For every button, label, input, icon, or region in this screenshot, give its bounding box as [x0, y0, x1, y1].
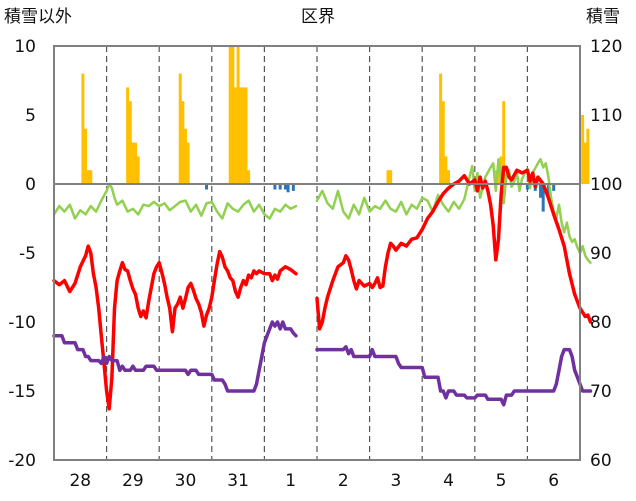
y-left-tick-label: -5: [19, 244, 36, 264]
snowfall-bar: [244, 87, 248, 184]
snowfall-bar: [128, 101, 132, 184]
negative-bar: [278, 184, 282, 190]
snowfall-bar: [228, 46, 232, 184]
negative-bar: [291, 184, 295, 191]
right-axis-ticks: 120 110 100 90 80 70 60: [590, 37, 622, 471]
snowfall-bar: [178, 73, 182, 184]
snowfall-bar: [441, 101, 445, 184]
snowfall-bar: [184, 128, 187, 184]
snowfall-bar: [231, 46, 235, 184]
snowfall-bar: [581, 115, 585, 184]
snowfall-bar: [89, 170, 93, 184]
snowfall-bar: [236, 46, 240, 184]
y-right-tick-label: 110: [590, 106, 622, 126]
negative-bar: [541, 184, 545, 212]
snowfall-bar: [444, 156, 448, 184]
grid-layer: [105, 46, 529, 460]
snowfall-bar: [81, 73, 85, 184]
snowfall-bar: [496, 170, 500, 184]
snowfall-bar: [241, 87, 245, 184]
series-line: [315, 165, 593, 331]
x-tick-label: 31: [227, 471, 249, 491]
negative-bar: [205, 184, 209, 190]
x-tick-label: 28: [69, 471, 91, 491]
y-left-tick-label: 10: [14, 37, 36, 57]
x-tick-label: 2: [338, 471, 349, 491]
snowfall-bar: [583, 142, 587, 184]
left-axis-ticks: 10 5 0 -5 -10 -15 -20: [8, 37, 36, 471]
x-tick-label: 30: [175, 471, 197, 491]
snowfall-bar: [447, 170, 450, 184]
negative-bar: [546, 184, 550, 198]
negative-bar: [525, 184, 529, 190]
y-right-tick-label: 100: [590, 175, 622, 195]
x-tick-label: 29: [122, 471, 144, 491]
x-axis-ticks: 28 29 30 31 1 2 3 4 5 6: [69, 471, 559, 491]
negative-bar: [286, 184, 290, 193]
y-right-axis-label: 積雪: [586, 7, 620, 27]
y-left-tick-label: 5: [25, 106, 36, 126]
y-right-tick-label: 70: [590, 382, 612, 402]
snowfall-bar: [439, 73, 443, 184]
snowfall-bar: [502, 101, 506, 184]
lines-layer: [52, 157, 593, 411]
series-line: [52, 320, 298, 393]
snowfall-bar: [84, 128, 88, 184]
snowfall-bar: [181, 101, 185, 184]
y-left-tick-label: -10: [8, 313, 36, 333]
negative-bar: [273, 184, 277, 190]
x-tick-label: 6: [548, 471, 559, 491]
negative-bar: [539, 184, 543, 198]
y-left-tick-label: -15: [8, 382, 36, 402]
x-tick-label: 3: [390, 471, 401, 491]
negative-bar: [283, 184, 287, 190]
chart-title: 区界: [301, 7, 335, 27]
series-line: [315, 345, 593, 407]
y-right-tick-label: 90: [590, 244, 612, 264]
x-tick-label: 4: [443, 471, 454, 491]
snowfall-bar: [136, 156, 140, 184]
x-tick-label: 1: [285, 471, 296, 491]
snowfall-bar: [389, 170, 393, 184]
snowfall-bar: [126, 87, 130, 184]
y-right-tick-label: 120: [590, 37, 622, 57]
snowfall-bar: [586, 128, 590, 184]
y-right-tick-label: 60: [590, 451, 612, 471]
snowfall-bar: [131, 142, 135, 184]
snowfall-bar: [239, 87, 243, 184]
y-left-tick-label: -20: [8, 451, 36, 471]
plot-frame: [53, 45, 581, 461]
y-left-tick-label: 0: [25, 175, 36, 195]
snowfall-bar: [386, 170, 390, 184]
snowfall-bar: [134, 142, 138, 184]
x-tick-label: 5: [496, 471, 507, 491]
bars-layer: [81, 46, 590, 212]
snowfall-bar: [233, 87, 237, 184]
series-line: [52, 182, 298, 220]
negative-bar: [552, 184, 556, 191]
series-line: [315, 157, 592, 264]
y-left-axis-label: 積雪以外: [4, 7, 72, 27]
snowfall-bar: [86, 170, 90, 184]
snowfall-bar: [186, 142, 190, 184]
snowfall-bar: [247, 170, 251, 184]
y-right-tick-label: 80: [590, 313, 612, 333]
series-line: [52, 244, 298, 411]
